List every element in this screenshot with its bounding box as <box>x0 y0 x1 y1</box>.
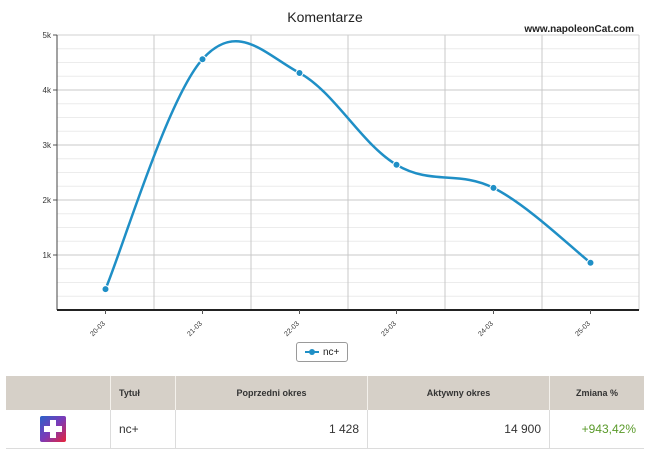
x-tick-label: 24-03 <box>477 320 495 338</box>
data-point <box>489 183 498 192</box>
row-change-percent: +943,42% <box>549 410 644 449</box>
x-tick-label: 23-03 <box>380 320 398 338</box>
y-tick-label: 3k <box>43 141 52 150</box>
legend-marker-icon <box>305 348 319 356</box>
chart-legend[interactable]: nc+ <box>296 342 349 362</box>
header-active-period: Aktywny okres <box>367 376 550 410</box>
axes: 1k 2k 3k 4k 5k 20-03 21-03 22-03 23-03 24-03 25-03 <box>43 31 640 338</box>
header-change-percent: Zmiana % <box>575 388 618 398</box>
table-row: nc+ 1 428 14 900 +943,42% <box>6 410 644 449</box>
y-tick-label: 4k <box>43 86 52 95</box>
header-previous-period: Poprzedni okres <box>175 376 368 410</box>
chart-title: Komentarze <box>287 9 363 25</box>
points-layer <box>101 55 595 294</box>
series-layer <box>104 40 592 290</box>
y-tick-label: 2k <box>43 196 52 205</box>
row-previous-period: 1 428 <box>175 410 368 449</box>
x-tick-label: 20-03 <box>89 320 107 338</box>
y-tick-label: 1k <box>43 251 52 260</box>
data-point <box>198 55 207 64</box>
x-tick-label: 25-03 <box>574 320 592 338</box>
line-chart: Komentarze www.napoleonCat.com 1k 2k 3k 4k 5… <box>43 9 640 338</box>
data-point <box>101 285 110 294</box>
chart-area: Komentarze www.napoleonCat.com 1k 2k 3k 4k 5… <box>43 9 640 362</box>
legend-label: nc+ <box>323 346 340 358</box>
stats-table: Tytuł Poprzedni okres Aktywny okres Zmia… <box>6 376 644 449</box>
data-point <box>392 160 401 169</box>
row-active-period: 14 900 <box>367 410 550 449</box>
header-title: Tytuł <box>110 376 176 410</box>
row-title: nc+ <box>110 410 176 449</box>
table-header-row: Tytuł Poprzedni okres Aktywny okres Zmia… <box>6 376 644 410</box>
grid <box>57 34 639 310</box>
data-point <box>586 258 595 267</box>
nc-plus-logo-icon <box>40 415 66 442</box>
series-line <box>104 40 592 290</box>
x-tick-label: 21-03 <box>186 320 204 338</box>
y-tick-label: 5k <box>43 31 52 40</box>
header-icon-column <box>6 376 111 410</box>
x-tick-label: 22-03 <box>283 320 301 338</box>
data-point <box>295 68 304 77</box>
profile-logo-cell <box>6 410 111 449</box>
brand-watermark: www.napoleonCat.com <box>523 24 634 35</box>
